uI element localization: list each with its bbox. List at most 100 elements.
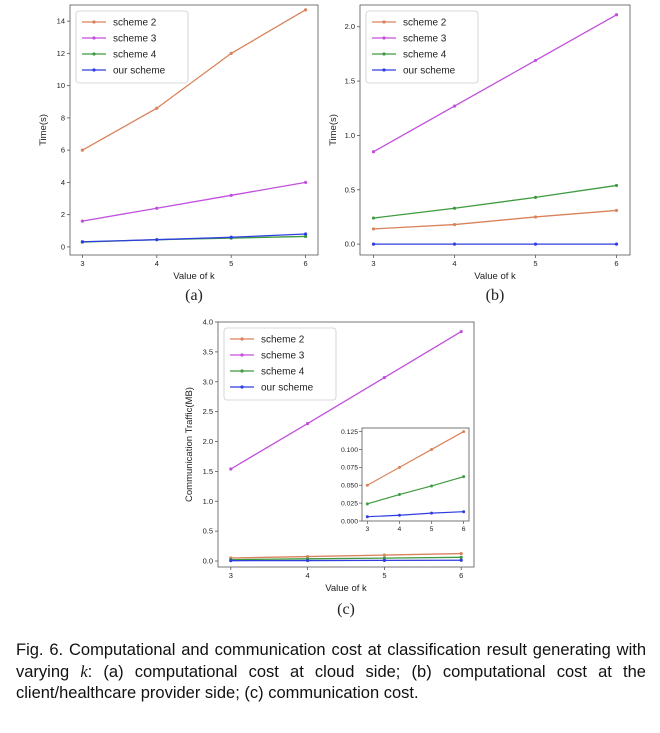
y-tick-label: 2.0 — [345, 22, 355, 31]
legend-label: scheme 2 — [261, 335, 305, 346]
x-tick-label: 5 — [382, 571, 386, 580]
y-tick-label: 1.0 — [345, 131, 355, 140]
y-axis-label: Time(s) — [328, 114, 339, 146]
x-tick-label: 5 — [229, 259, 233, 268]
data-point — [382, 556, 386, 560]
plot-frame — [217, 321, 475, 568]
data-point — [304, 234, 308, 239]
data-point — [371, 227, 376, 231]
x-tick-label: 3 — [80, 259, 84, 268]
figure-canvas: 0 2 4 6 8 10 12 14 3 4 5 6 Value of k Time(s) scheme 2… — [38, 4, 631, 618]
data-point — [304, 180, 308, 185]
y-tick-label: 0.0 — [345, 240, 355, 249]
series-line — [373, 14, 617, 153]
panel-label: (b) — [486, 287, 505, 304]
series-line — [230, 552, 462, 559]
series-line — [82, 233, 306, 243]
caption-prefix: Fig. 6. Computational and communication … — [16, 641, 646, 681]
y-tick-label: 0.0 — [203, 557, 213, 566]
y-tick-label: 3.5 — [203, 347, 213, 356]
x-tick-label: 5 — [533, 259, 537, 268]
legend-box — [223, 327, 337, 401]
y-tick-label: 1.5 — [203, 467, 213, 476]
y-tick-label: 8 — [61, 113, 65, 122]
x-tick-label: 3 — [371, 259, 375, 268]
y-tick-label: 1.5 — [345, 77, 355, 86]
inset-data-point — [397, 465, 401, 469]
inset-x-tick-label: 5 — [430, 526, 434, 533]
plot-frame — [359, 4, 631, 256]
data-point — [614, 208, 619, 213]
legend-marker — [382, 68, 386, 72]
y-tick-label: 2.0 — [203, 437, 213, 446]
data-point — [614, 13, 619, 17]
legend-label: scheme 4 — [403, 50, 447, 61]
inset-series-line — [367, 476, 464, 505]
data-point — [229, 193, 233, 197]
x-tick-label: 4 — [452, 259, 456, 268]
data-point — [304, 8, 308, 12]
data-point — [459, 329, 463, 334]
data-point — [306, 421, 310, 426]
legend-marker — [382, 36, 386, 40]
data-point — [155, 106, 159, 110]
data-point — [533, 215, 538, 219]
legend-marker — [240, 385, 244, 389]
y-axis-label: Time(s) — [38, 114, 49, 146]
inset-y-tick-label: 0.100 — [341, 447, 358, 454]
legend-marker — [382, 52, 386, 56]
chart-panel-3: 0.0 0.5 1.0 1.5 2.0 2.5 3.0 3.5 4.0 3 4 5 6 Value of … — [184, 318, 475, 618]
legend-marker — [382, 20, 386, 24]
data-point — [229, 51, 233, 55]
data-point — [452, 222, 457, 227]
figure-caption: Fig. 6. Computational and communication … — [16, 640, 646, 704]
y-tick-label: 12 — [57, 49, 65, 58]
y-tick-label: 0.5 — [203, 527, 213, 536]
data-point — [614, 183, 619, 188]
x-axis-label: Value of k — [325, 583, 367, 594]
data-point — [614, 242, 619, 246]
data-point — [382, 375, 386, 380]
data-point — [382, 553, 386, 557]
inset-data-point — [397, 493, 401, 497]
x-axis-label: Value of k — [173, 271, 215, 282]
data-point — [229, 467, 233, 471]
y-tick-label: 0 — [61, 242, 65, 251]
legend-marker — [92, 20, 96, 24]
data-point — [371, 216, 376, 220]
y-tick-label: 3.0 — [203, 377, 213, 386]
data-point — [382, 558, 386, 562]
legend-label: scheme 2 — [113, 18, 157, 29]
x-tick-label: 6 — [459, 571, 463, 580]
legend-marker — [240, 337, 244, 341]
inset-y-tick-label: 0.075 — [341, 465, 358, 472]
legend-label: scheme 3 — [403, 34, 447, 45]
inset-data-point — [462, 475, 466, 479]
data-point — [304, 232, 308, 236]
data-point — [155, 238, 159, 242]
legend-box — [75, 10, 189, 84]
legend-marker — [240, 369, 244, 373]
x-tick-label: 6 — [614, 259, 618, 268]
data-point — [371, 150, 376, 154]
inset-data-point — [397, 513, 401, 517]
inset-x-tick-label: 6 — [462, 526, 466, 533]
series-line — [230, 331, 462, 470]
inset-series-line — [367, 431, 464, 486]
legend-label: our scheme — [403, 66, 456, 77]
legend-label: our scheme — [261, 383, 314, 394]
data-point — [371, 242, 376, 246]
y-tick-label: 10 — [57, 81, 65, 90]
data-point — [80, 240, 84, 244]
y-tick-label: 2 — [61, 210, 65, 219]
data-point — [80, 148, 84, 152]
series-line — [82, 181, 306, 222]
legend-label: scheme 3 — [261, 351, 305, 362]
panel-label: (c) — [337, 601, 355, 618]
data-point — [229, 559, 233, 563]
legend-label: scheme 3 — [113, 34, 157, 45]
y-tick-label: 2.5 — [203, 407, 213, 416]
caption-suffix: : (a) computational cost at cloud side; … — [16, 663, 646, 702]
chart-panel-2: 0.0 0.5 1.0 1.5 2.0 3 4 5 6 Value of k Time(s) sche… — [328, 4, 631, 304]
legend-marker — [92, 36, 96, 40]
